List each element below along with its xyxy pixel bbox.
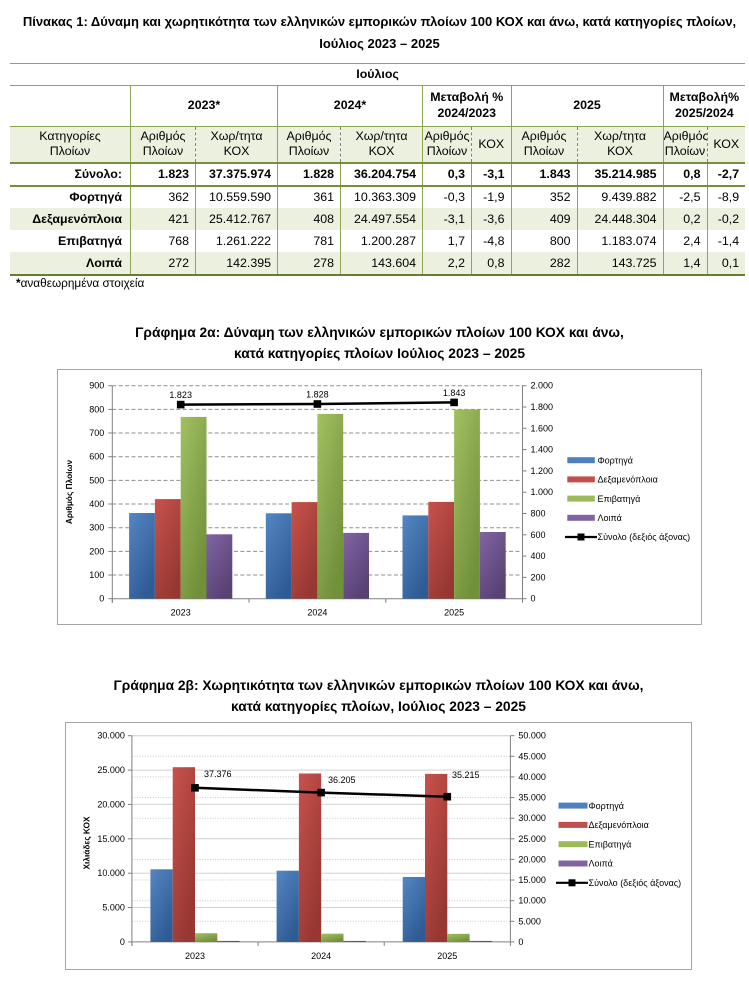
svg-text:10.000: 10.000 [97, 868, 125, 878]
svg-text:35.215: 35.215 [452, 770, 480, 780]
svg-text:Φορτηγά: Φορτηγά [589, 801, 624, 811]
svg-text:Δεξαμενόπλοια: Δεξαμενόπλοια [589, 820, 649, 830]
svg-text:0: 0 [99, 594, 104, 604]
svg-text:37.376: 37.376 [204, 769, 232, 779]
svg-text:800: 800 [89, 404, 104, 414]
svg-text:Λοιπά: Λοιπά [598, 513, 622, 523]
svg-text:36.205: 36.205 [328, 775, 356, 785]
svg-text:1.600: 1.600 [531, 423, 554, 433]
svg-text:5.000: 5.000 [518, 916, 541, 926]
svg-text:Φορτηγά: Φορτηγά [598, 455, 633, 465]
svg-text:Επιβατηγά: Επιβατηγά [598, 494, 641, 504]
svg-text:600: 600 [89, 452, 104, 462]
svg-text:Λοιπά: Λοιπά [589, 859, 613, 869]
svg-text:1.000: 1.000 [531, 487, 554, 497]
svg-text:700: 700 [89, 428, 104, 438]
svg-text:0: 0 [120, 937, 125, 947]
svg-text:Αριθμός Πλοίων: Αριθμός Πλοίων [64, 460, 74, 525]
svg-text:5.000: 5.000 [102, 903, 125, 913]
svg-text:100: 100 [89, 570, 104, 580]
svg-text:20.000: 20.000 [518, 854, 546, 864]
svg-text:20.000: 20.000 [97, 799, 125, 809]
svg-text:1.828: 1.828 [306, 390, 329, 400]
svg-text:2025: 2025 [444, 608, 464, 618]
svg-text:800: 800 [531, 509, 546, 519]
svg-text:1.800: 1.800 [531, 402, 554, 412]
svg-text:35.000: 35.000 [518, 793, 546, 803]
svg-text:2023: 2023 [171, 608, 191, 618]
svg-text:2024: 2024 [311, 951, 331, 961]
svg-text:900: 900 [89, 381, 104, 391]
svg-text:2023: 2023 [185, 951, 205, 961]
svg-text:Σύνολο (δεξιός άξονας): Σύνολο (δεξιός άξονας) [598, 532, 691, 542]
svg-text:400: 400 [531, 551, 546, 561]
svg-text:30.000: 30.000 [97, 731, 125, 741]
svg-text:300: 300 [89, 523, 104, 533]
svg-text:45.000: 45.000 [518, 751, 546, 761]
svg-text:200: 200 [89, 546, 104, 556]
svg-text:2024: 2024 [307, 608, 327, 618]
svg-text:1.843: 1.843 [443, 388, 466, 398]
svg-text:30.000: 30.000 [518, 813, 546, 823]
svg-text:25.000: 25.000 [518, 834, 546, 844]
svg-text:Χιλιάδες ΚΟΧ: Χιλιάδες ΚΟΧ [82, 816, 92, 870]
svg-text:2025: 2025 [437, 951, 457, 961]
svg-text:10.000: 10.000 [518, 896, 546, 906]
svg-text:500: 500 [89, 475, 104, 485]
svg-text:0: 0 [518, 937, 523, 947]
svg-text:Επιβατηγά: Επιβατηγά [589, 839, 632, 849]
svg-text:40.000: 40.000 [518, 772, 546, 782]
svg-text:2.000: 2.000 [531, 381, 554, 391]
svg-text:Σύνολο (δεξιός άξονας): Σύνολο (δεξιός άξονας) [589, 878, 682, 888]
svg-text:25.000: 25.000 [97, 765, 125, 775]
svg-text:1.823: 1.823 [169, 390, 192, 400]
svg-text:15.000: 15.000 [518, 875, 546, 885]
svg-text:15.000: 15.000 [97, 834, 125, 844]
svg-text:50.000: 50.000 [518, 731, 546, 741]
svg-text:400: 400 [89, 499, 104, 509]
svg-text:600: 600 [531, 530, 546, 540]
svg-text:Δεξαμενόπλοια: Δεξαμενόπλοια [598, 475, 658, 485]
svg-text:1.200: 1.200 [531, 466, 554, 476]
svg-text:0: 0 [531, 594, 536, 604]
svg-text:1.400: 1.400 [531, 445, 554, 455]
svg-text:200: 200 [531, 572, 546, 582]
